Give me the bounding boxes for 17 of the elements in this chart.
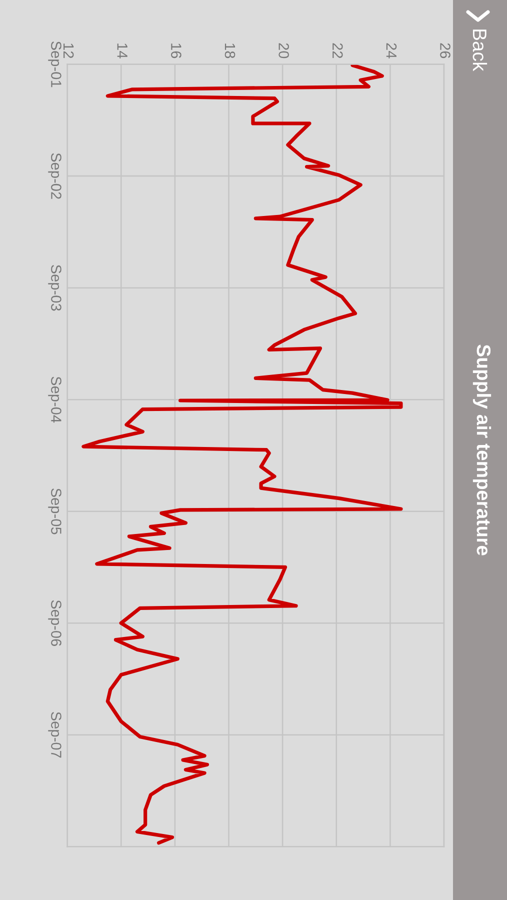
x-tick-label: 20 bbox=[278, 43, 289, 58]
x-tick-label: 18 bbox=[224, 44, 236, 58]
y-tick-label: Sep-07 bbox=[48, 712, 62, 758]
x-tick-label: 24 bbox=[386, 43, 397, 58]
x-tick-label: 14 bbox=[117, 44, 128, 58]
y-tick-label: Sep-05 bbox=[48, 488, 62, 534]
y-tick-label: Sep-04 bbox=[48, 376, 62, 423]
text: Back bbox=[472, 30, 488, 72]
x-tick-label: 16 bbox=[171, 44, 182, 58]
y-tick-label: Sep-03 bbox=[48, 264, 62, 311]
y-tick-label: Sep-06 bbox=[48, 600, 62, 646]
y-tick-label: Sep-01 bbox=[48, 41, 62, 88]
x-tick-label: 26 bbox=[440, 43, 450, 58]
y-tick-label: Sep-02 bbox=[48, 153, 62, 199]
x-tick-label: 22 bbox=[332, 43, 343, 58]
x-tick-label: 12 bbox=[64, 44, 74, 58]
text: Supply air temperature bbox=[472, 344, 492, 556]
